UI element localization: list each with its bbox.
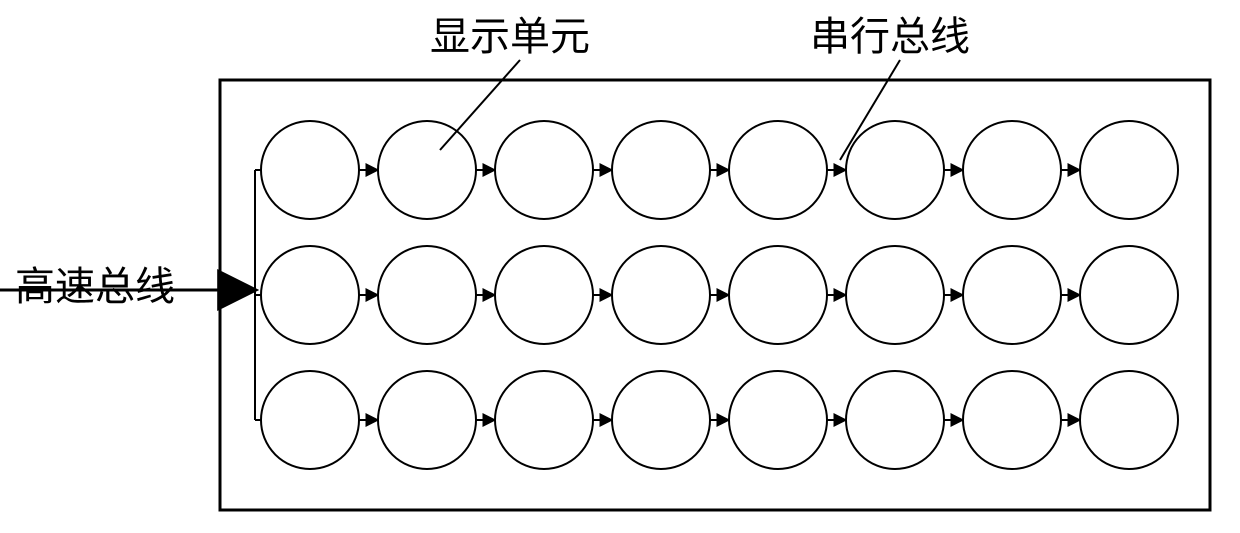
display-unit-node bbox=[378, 121, 476, 219]
display-unit-node bbox=[261, 371, 359, 469]
display-unit-node bbox=[1080, 121, 1178, 219]
display-unit-node bbox=[495, 121, 593, 219]
display-unit-node bbox=[612, 246, 710, 344]
label-display-unit: 显示单元 bbox=[430, 14, 590, 59]
display-unit-node bbox=[495, 371, 593, 469]
display-unit-node bbox=[261, 246, 359, 344]
label-high-speed-bus: 高速总线 bbox=[15, 264, 175, 309]
display-unit-node bbox=[612, 371, 710, 469]
display-unit-node bbox=[378, 371, 476, 469]
display-unit-node bbox=[729, 121, 827, 219]
display-unit-node bbox=[1080, 246, 1178, 344]
display-unit-node bbox=[261, 121, 359, 219]
display-unit-node bbox=[963, 121, 1061, 219]
display-unit-node bbox=[963, 371, 1061, 469]
label-serial-bus: 串行总线 bbox=[810, 14, 970, 59]
display-unit-node bbox=[729, 371, 827, 469]
display-unit-node bbox=[612, 121, 710, 219]
display-unit-node bbox=[1080, 371, 1178, 469]
display-unit-node bbox=[729, 246, 827, 344]
display-unit-node bbox=[963, 246, 1061, 344]
display-unit-node bbox=[378, 246, 476, 344]
display-unit-node bbox=[846, 121, 944, 219]
display-unit-node bbox=[495, 246, 593, 344]
display-unit-node bbox=[846, 246, 944, 344]
display-unit-node bbox=[846, 371, 944, 469]
